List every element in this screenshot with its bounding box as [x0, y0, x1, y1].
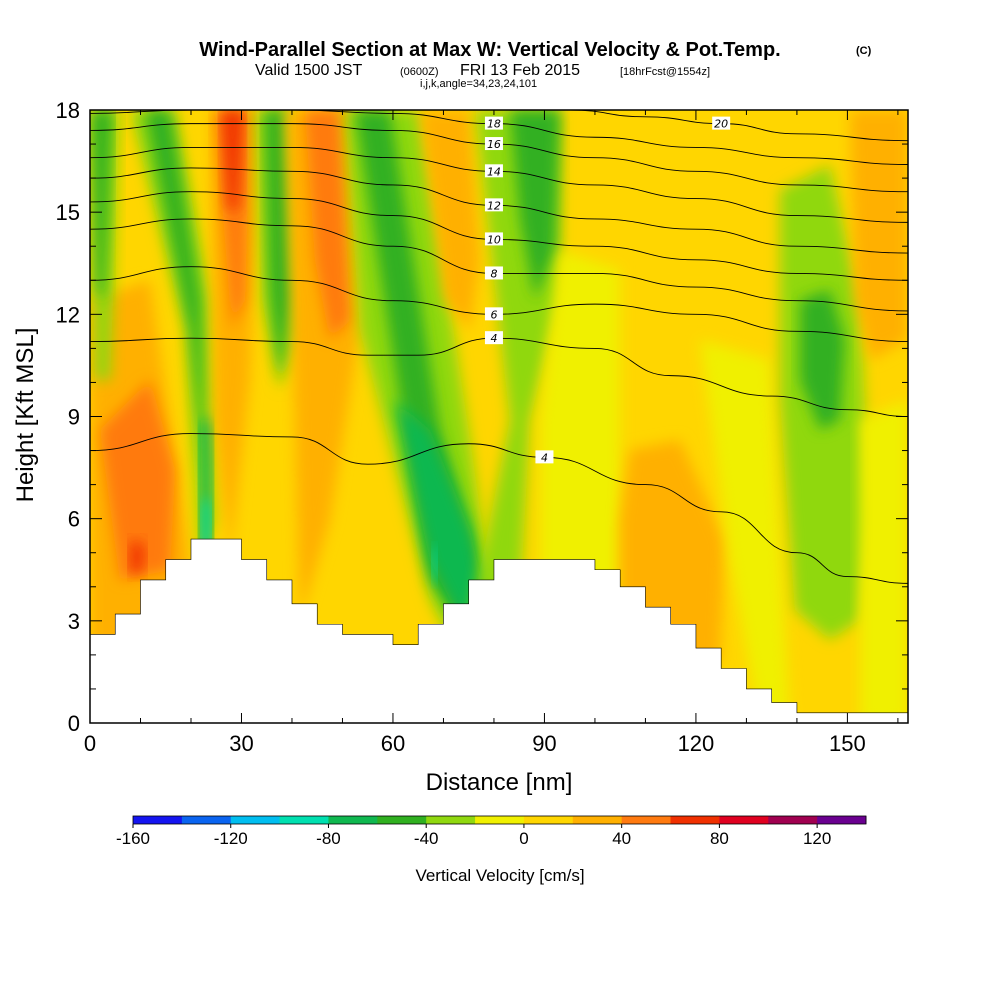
velocity-field [90, 110, 908, 723]
forecast-info: [18hrFcst@1554z] [620, 66, 710, 78]
colorbar-tick-label: -80 [316, 829, 341, 848]
contour-label: 4 [490, 332, 497, 345]
x-tick-label: 150 [829, 731, 866, 756]
x-tick-label: 30 [229, 731, 253, 756]
x-axis: 0 30 60 90 120 150 [84, 110, 899, 756]
colorbar-tick-label: 40 [612, 829, 631, 848]
contour-label-box [484, 137, 503, 151]
contour-label-box [484, 198, 503, 212]
velocity-region [265, 110, 292, 380]
contour-label-box [712, 116, 731, 130]
velocity-region [800, 290, 845, 430]
theta-contours: 4 4 6 8 10 12 14 16 18 20 [90, 110, 908, 584]
velocity-region [130, 110, 215, 560]
colorbar-tick-label: 120 [803, 829, 831, 848]
x-axis-label: Distance [nm] [426, 769, 573, 796]
colorbar-swatch [475, 816, 525, 824]
x-tick-label: 90 [532, 731, 556, 756]
contour-label-box [484, 266, 503, 280]
colorbar-frame [132, 815, 867, 825]
colorbar-swatch [621, 816, 672, 824]
colorbar-swatch [377, 816, 427, 824]
y-tick-label: 0 [68, 711, 80, 736]
colorbar-swatch [279, 816, 329, 824]
x-tick-label: 60 [381, 731, 405, 756]
contour-label: 8 [490, 267, 497, 280]
y-tick-label: 12 [56, 302, 80, 327]
plot-area: 4 4 6 8 10 12 14 16 18 20 [90, 110, 908, 723]
y-tick-label: 15 [56, 200, 80, 225]
copyright-mark: (C) [856, 45, 872, 57]
valid-date: FRI 13 Feb 2015 [460, 62, 580, 79]
velocity-region [215, 110, 250, 330]
y-axis: 0 3 6 9 12 15 18 [56, 98, 908, 736]
velocity-region [202, 500, 210, 548]
colorbar-swatch [719, 816, 769, 824]
colorbar-swatch [426, 816, 476, 824]
colorbar-swatch [328, 816, 378, 824]
valid-time: Valid 1500 JST [255, 62, 363, 79]
velocity-region [700, 340, 790, 723]
contour-label: 12 [487, 199, 501, 212]
colorbar-tick-label: 80 [710, 829, 729, 848]
colorbar-tick-label: -160 [116, 829, 150, 848]
contour-label-box [484, 307, 503, 321]
colorbar-tick-label: -40 [414, 829, 439, 848]
contour-label-box [535, 450, 554, 464]
colorbar-swatch [181, 816, 232, 824]
contour-label: 10 [487, 233, 501, 246]
colorbar-swatch [572, 816, 623, 824]
colorbar-label: Vertical Velocity [cm/s] [415, 866, 584, 885]
colorbar-swatch [768, 816, 818, 824]
contour-label: 4 [541, 451, 548, 464]
velocity-region [210, 110, 260, 560]
velocity-region [305, 110, 350, 340]
velocity-region [145, 110, 205, 480]
valid-utc: (0600Z) [400, 66, 439, 78]
terrain [90, 538, 908, 723]
x-tick-label: 120 [678, 731, 715, 756]
contour-label-box [484, 232, 503, 246]
velocity-region [395, 400, 490, 640]
colorbar-tick-label: -120 [214, 829, 248, 848]
y-tick-label: 18 [56, 98, 80, 123]
contour-label: 6 [490, 308, 497, 321]
velocity-region [860, 400, 908, 723]
colorbar-swatch [133, 816, 183, 824]
velocity-region [432, 548, 437, 582]
colorbar-swatch [230, 816, 281, 824]
contour-label-box [484, 331, 503, 345]
velocity-region [222, 110, 243, 210]
colorbar-swatch [523, 816, 574, 824]
velocity-region [100, 380, 175, 580]
colorbar: -160 -120 -80 -40 0 40 80 120 [116, 815, 867, 848]
y-tick-label: 9 [68, 405, 80, 430]
velocity-region [420, 110, 480, 330]
velocity-region [850, 110, 908, 360]
colorbar-tick-label: 0 [519, 829, 528, 848]
contour-label-box [484, 116, 503, 130]
velocity-region [130, 540, 145, 575]
contour-label-box [484, 164, 503, 178]
x-tick-label: 0 [84, 731, 96, 756]
y-axis-label: Height [Kft MSL] [12, 328, 39, 503]
y-tick-label: 3 [68, 609, 80, 634]
colorbar-swatch [817, 816, 867, 824]
velocity-region [510, 110, 560, 300]
y-tick-label: 6 [68, 507, 80, 532]
ijk-angle: i,j,k,angle=34,23,24,101 [420, 78, 537, 90]
colorbar-swatch [670, 816, 720, 824]
contour-label: 16 [487, 138, 501, 151]
contour-label: 14 [487, 165, 501, 178]
contour-label: 18 [487, 118, 501, 131]
contour-label: 20 [714, 118, 728, 131]
chart-title: Wind-Parallel Section at Max W: Vertical… [199, 39, 780, 61]
